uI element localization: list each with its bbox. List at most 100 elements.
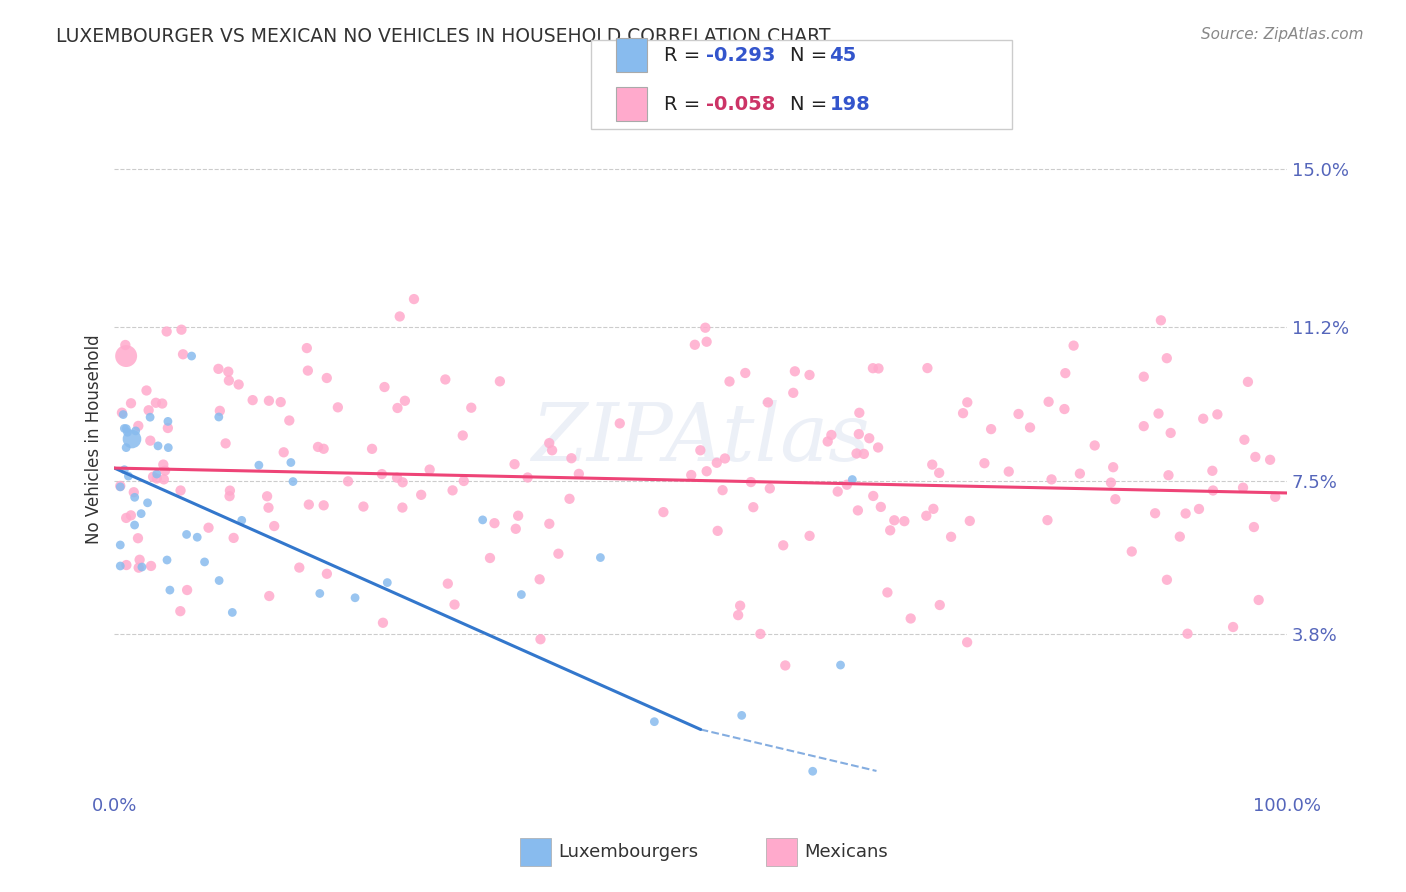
Point: [135, 384, 157, 398]
Point: [110, 559, 132, 574]
Point: [146, 472, 169, 486]
Point: [411, 488, 433, 502]
Point: [278, 413, 301, 427]
Point: [159, 583, 181, 598]
Point: [510, 588, 533, 602]
Point: [176, 527, 198, 541]
Point: [681, 468, 703, 483]
Point: [1099, 475, 1122, 490]
Text: Luxembourgers: Luxembourgers: [558, 843, 699, 861]
Point: [489, 374, 512, 388]
Point: [868, 441, 890, 455]
Point: [111, 406, 134, 420]
Point: [727, 608, 749, 623]
Point: [484, 516, 506, 531]
Y-axis label: No Vehicles in Household: No Vehicles in Household: [86, 334, 103, 544]
Point: [772, 538, 794, 552]
Point: [115, 511, 138, 525]
Point: [997, 465, 1019, 479]
Point: [939, 530, 962, 544]
Point: [1040, 472, 1063, 486]
Point: [478, 551, 501, 566]
Point: [841, 473, 863, 487]
Point: [879, 524, 901, 538]
Point: [706, 524, 728, 538]
Point: [782, 385, 804, 400]
Point: [1202, 483, 1225, 498]
Point: [373, 380, 395, 394]
Point: [956, 395, 979, 409]
Point: [156, 325, 179, 339]
Point: [683, 338, 706, 352]
Point: [756, 395, 779, 409]
Point: [827, 484, 849, 499]
Point: [959, 514, 981, 528]
Point: [131, 560, 153, 574]
Point: [112, 408, 135, 422]
Point: [1156, 573, 1178, 587]
Point: [1104, 492, 1126, 507]
Point: [558, 491, 581, 506]
Text: R =: R =: [664, 45, 706, 65]
Point: [869, 500, 891, 514]
Point: [443, 598, 465, 612]
Point: [1174, 507, 1197, 521]
Point: [441, 483, 464, 498]
Point: [121, 432, 143, 446]
Point: [176, 582, 198, 597]
Point: [297, 363, 319, 377]
Point: [817, 434, 839, 449]
Point: [156, 553, 179, 567]
Point: [169, 604, 191, 618]
Point: [217, 365, 239, 379]
Point: [402, 292, 425, 306]
Point: [170, 323, 193, 337]
Point: [112, 463, 135, 477]
Point: [139, 410, 162, 425]
Point: [150, 396, 173, 410]
Point: [128, 560, 150, 574]
Point: [219, 483, 242, 498]
Point: [326, 401, 349, 415]
Point: [394, 393, 416, 408]
Point: [731, 708, 754, 723]
Point: [115, 441, 138, 455]
Text: R =: R =: [664, 95, 706, 114]
Point: [801, 764, 824, 779]
Point: [256, 489, 278, 503]
Point: [830, 658, 852, 673]
Point: [145, 396, 167, 410]
Point: [695, 320, 717, 334]
Point: [120, 396, 142, 410]
Point: [1233, 433, 1256, 447]
Point: [922, 501, 945, 516]
Point: [139, 558, 162, 573]
Point: [956, 635, 979, 649]
Point: [706, 456, 728, 470]
Text: Source: ZipAtlas.com: Source: ZipAtlas.com: [1201, 27, 1364, 42]
Point: [280, 456, 302, 470]
Point: [259, 589, 281, 603]
Point: [711, 483, 734, 498]
Point: [387, 401, 409, 415]
Text: LUXEMBOURGER VS MEXICAN NO VEHICLES IN HOUSEHOLD CORRELATION CHART: LUXEMBOURGER VS MEXICAN NO VEHICLES IN H…: [56, 27, 831, 45]
Point: [845, 446, 868, 460]
Point: [538, 436, 561, 450]
Point: [852, 447, 875, 461]
Point: [419, 462, 441, 476]
Point: [883, 513, 905, 527]
Point: [247, 458, 270, 473]
Point: [1147, 407, 1170, 421]
Point: [973, 456, 995, 470]
Point: [820, 428, 842, 442]
Point: [298, 498, 321, 512]
Point: [759, 482, 782, 496]
Point: [124, 518, 146, 533]
Point: [915, 508, 938, 523]
Point: [186, 530, 208, 544]
Point: [344, 591, 367, 605]
Point: [868, 361, 890, 376]
Text: -0.293: -0.293: [706, 45, 775, 65]
Point: [295, 341, 318, 355]
Point: [114, 338, 136, 352]
